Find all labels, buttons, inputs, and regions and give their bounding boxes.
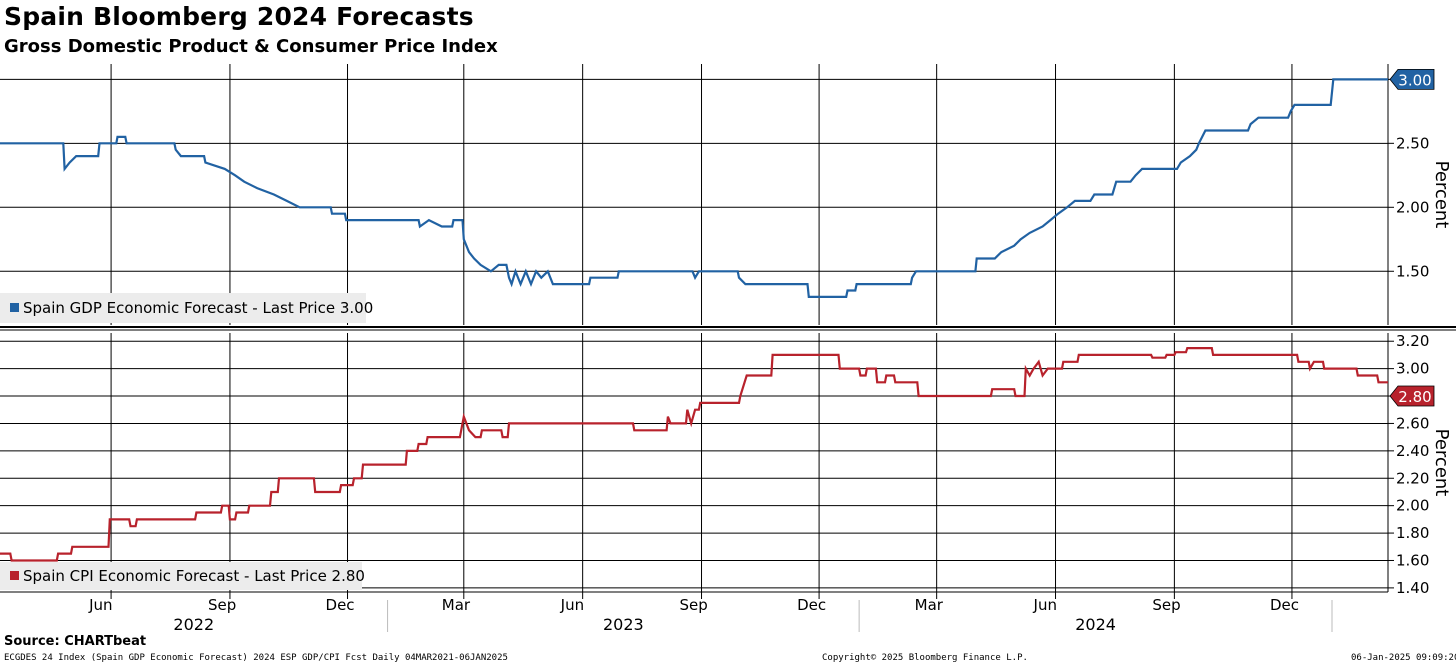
axis-layer [0, 64, 1456, 632]
y-tick-label: 2.20 [1396, 469, 1429, 487]
x-year-label: 2022 [173, 615, 214, 634]
last-value-label: 3.00 [1398, 71, 1431, 89]
label-layer: 1.50 2.00 2.50 3.00 Percent 3.00 1.40 1.60 1.80 2… [88, 68, 1452, 634]
chart-subtitle: Gross Domestic Product & Consumer Price … [4, 36, 498, 57]
y-tick-label: 1.60 [1396, 551, 1429, 569]
x-tick-label: Jun [1033, 596, 1057, 614]
x-tick-label: Jun [560, 596, 584, 614]
gdp-legend: Spain GDP Economic Forecast - Last Price… [0, 293, 373, 323]
y-tick-label: 3.00 [1396, 360, 1429, 378]
x-year-label: 2023 [603, 615, 644, 634]
x-tick-label: Dec [326, 596, 355, 614]
grid-layer [0, 64, 1388, 592]
cpi-forecast-line [0, 347, 1388, 562]
cpi-last-value-tag: 2.80 [1389, 385, 1435, 407]
y-tick-label: 2.50 [1396, 134, 1429, 152]
gdp-last-value-tag: 3.00 [1389, 68, 1435, 90]
cpi-legend-swatch [10, 571, 19, 580]
x-tick-label: Sep [208, 596, 236, 614]
y-tick-label: 1.80 [1396, 524, 1429, 542]
x-tick-label: Dec [797, 596, 826, 614]
x-year-label: 2024 [1075, 615, 1116, 634]
y-tick-label: 1.40 [1396, 579, 1429, 597]
y-tick-label: 2.00 [1396, 497, 1429, 515]
copyright-note: Copyright© 2025 Bloomberg Finance L.P. [822, 653, 1028, 663]
gdp-legend-label: Spain GDP Economic Forecast - Last Price… [23, 299, 373, 317]
y-tick-label: 1.50 [1396, 262, 1429, 280]
y-axis-title: Percent [1431, 161, 1452, 229]
x-tick-label: Mar [915, 596, 944, 614]
y-tick-label: 3.20 [1396, 332, 1429, 350]
gdp-forecast-line [0, 78, 1388, 298]
gdp-legend-swatch [10, 303, 19, 312]
series-layer [0, 78, 1388, 562]
cpi-legend-label: Spain CPI Economic Forecast - Last Price… [23, 567, 365, 585]
y-axis-title: Percent [1431, 429, 1452, 497]
x-tick-label: Sep [680, 596, 708, 614]
x-tick-label: Sep [1152, 596, 1180, 614]
x-tick-label: Mar [442, 596, 471, 614]
last-value-label: 2.80 [1398, 388, 1431, 406]
timestamp: 06-Jan-2025 09:09:20 [1351, 653, 1456, 663]
source-note: Source: CHARTbeat [4, 634, 147, 649]
y-tick-label: 2.00 [1396, 198, 1429, 216]
y-tick-label: 2.40 [1396, 442, 1429, 460]
chart-title: Spain Bloomberg 2024 Forecasts [4, 2, 474, 31]
ticker-line: ECGDES 24 Index (Spain GDP Economic Fore… [4, 653, 508, 663]
x-tick-label: Dec [1270, 596, 1299, 614]
cpi-legend: Spain CPI Economic Forecast - Last Price… [0, 562, 365, 590]
y-tick-label: 2.60 [1396, 414, 1429, 432]
x-tick-label: Jun [88, 596, 112, 614]
